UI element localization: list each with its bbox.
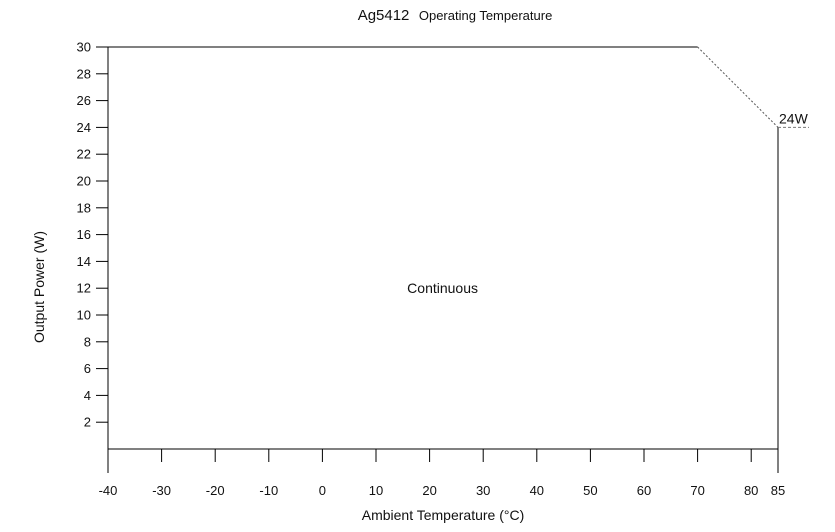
y-tick-label: 8 <box>84 334 91 349</box>
x-tick-label: 20 <box>422 483 436 498</box>
y-tick-label: 28 <box>77 66 91 81</box>
x-tick-label: 10 <box>369 483 383 498</box>
x-tick-label: -10 <box>259 483 278 498</box>
limit-label: 24W <box>779 110 809 126</box>
region-label: Continuous <box>407 280 478 296</box>
y-tick-label: 26 <box>77 93 91 108</box>
x-tick-label: -40 <box>99 483 118 498</box>
chart-title-sub: Operating Temperature <box>419 8 552 23</box>
x-tick-label: -20 <box>206 483 225 498</box>
annotations: 24W Continuous <box>407 110 809 296</box>
y-tick-label: 4 <box>84 388 91 403</box>
derating-segment <box>697 46 779 128</box>
x-tick-label: 30 <box>476 483 490 498</box>
y-tick-label: 18 <box>77 200 91 215</box>
y-tick-label: 12 <box>77 281 91 296</box>
chart-title-main: Ag5412 <box>358 7 410 24</box>
x-tick-label: 0 <box>319 483 326 498</box>
y-axis-title: Output Power (W) <box>31 231 47 343</box>
x-tick-label: 85 <box>771 483 785 498</box>
y-tick-label: 20 <box>77 174 91 189</box>
axes <box>107 47 778 450</box>
chart-title: Ag5412 Operating Temperature <box>358 7 553 24</box>
y-tick-label: 2 <box>84 415 91 430</box>
x-tick-label: 80 <box>744 483 758 498</box>
x-axis-ticks: -40 -30 -20 -10 0 10 20 30 40 50 60 70 80 85 <box>99 449 785 498</box>
y-tick-label: 16 <box>77 227 91 242</box>
y-tick-label: 24 <box>77 120 91 135</box>
x-tick-label: 70 <box>690 483 704 498</box>
x-tick-label: 40 <box>530 483 544 498</box>
y-tick-label: 14 <box>77 254 91 269</box>
y-tick-label: 10 <box>77 308 91 323</box>
y-tick-label: 22 <box>77 147 91 162</box>
y-tick-label: 6 <box>84 361 91 376</box>
y-tick-label: 30 <box>77 40 91 55</box>
x-tick-label: 60 <box>637 483 651 498</box>
x-tick-label: -30 <box>152 483 171 498</box>
x-tick-label: 50 <box>583 483 597 498</box>
series <box>108 46 779 449</box>
x-axis-title: Ambient Temperature (°C) <box>362 507 525 523</box>
